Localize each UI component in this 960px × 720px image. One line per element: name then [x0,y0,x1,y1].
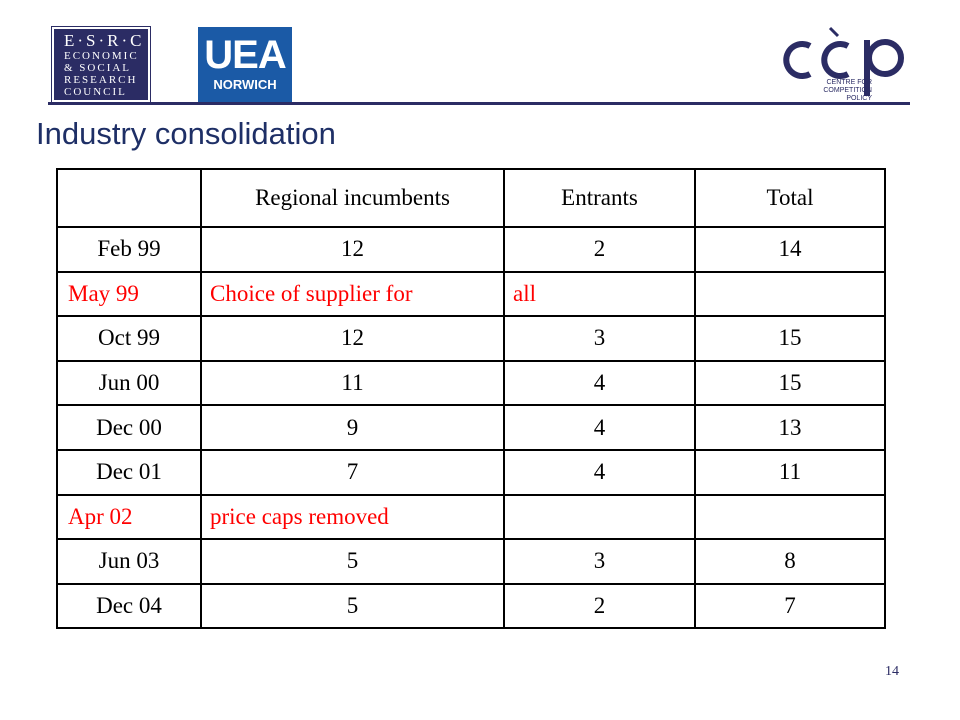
ccp-logo [783,26,904,96]
table-cell: 9 [200,404,505,451]
table-cell [694,270,886,318]
table-header-row: Regional incumbents Entrants Total [56,168,886,228]
ccp-logo-subtitle: CENTRE FOR COMPETITION POLICY [818,79,872,103]
table-cell: 5 [200,538,505,585]
table-cell: 13 [694,404,886,451]
consolidation-table: Regional incumbents Entrants Total Feb 9… [56,168,886,630]
esrc-logo-line: ECONOMIC [64,49,139,62]
table-row: Apr 02 price caps removed [56,493,886,541]
table-cell: Jun 03 [56,538,202,585]
table-row: Dec 04 5 2 7 [56,582,886,630]
table-cell: 12 [200,226,505,273]
table-cell: Jun 00 [56,359,202,407]
table-cell: 2 [503,226,696,273]
table-row: Oct 99 12 3 15 [56,315,886,362]
ccp-sub-line: COMPETITION POLICY [823,87,872,102]
table-cell: Oct 99 [56,315,202,362]
uea-logo-sub: NORWICH [213,77,277,92]
table-cell: 12 [200,315,505,362]
table-cell: 5 [200,582,505,630]
esrc-logo-line: E·S·R·C [64,30,145,50]
table-cell: May 99 [56,270,202,318]
table-row: Jun 00 11 4 15 [56,359,886,407]
table-cell: 11 [694,448,886,496]
table-row: Feb 99 12 2 14 [56,226,886,273]
table-cell: 7 [200,448,505,496]
table-cell [503,493,696,541]
uea-logo-mark: UEA [204,33,286,77]
table-cell: Dec 01 [56,448,202,496]
page-number: 14 [885,664,899,679]
table-cell: 11 [200,359,505,407]
table-cell: 3 [503,538,696,585]
esrc-logo-line: RESEARCH [64,73,138,86]
table-cell: 3 [503,315,696,362]
uea-logo: UEA NORWICH [198,27,292,102]
table-cell: price caps removed [200,493,505,541]
slide-title: Industry consolidation [36,116,336,151]
table-cell: 4 [503,359,696,407]
table-cell: Apr 02 [56,493,202,541]
esrc-logo: E·S·R·C ECONOMIC & SOCIAL RESEARCH COUNC… [51,26,151,103]
table-cell: 14 [694,226,886,273]
table-cell: Dec 00 [56,404,202,451]
ccp-sub-line: CENTRE FOR [826,79,873,86]
table-cell: Feb 99 [56,226,202,273]
table-cell: 15 [694,359,886,407]
table-cell: Choice of supplier for [200,270,505,318]
table-cell: 2 [503,582,696,630]
table-cell: 4 [503,404,696,451]
table-cell: 4 [503,448,696,496]
table-cell: all [503,270,696,318]
table-cell [694,493,886,541]
table-cell: 7 [694,582,886,630]
table-row: May 99 Choice of supplier for all [56,270,886,318]
table-row: Dec 00 9 4 13 [56,404,886,451]
table-cell: 8 [694,538,886,585]
table-row: Dec 01 7 4 11 [56,448,886,496]
table-header-cell: Entrants [503,168,696,228]
table-header-cell: Total [694,168,886,228]
table-header-cell [56,168,202,228]
esrc-logo-line: COUNCIL [64,85,127,98]
esrc-logo-line: & SOCIAL [64,61,132,74]
table-header-cell: Regional incumbents [200,168,505,228]
table-cell: Dec 04 [56,582,202,630]
table-row: Jun 03 5 3 8 [56,538,886,585]
header-divider [48,102,910,105]
table-cell: 15 [694,315,886,362]
